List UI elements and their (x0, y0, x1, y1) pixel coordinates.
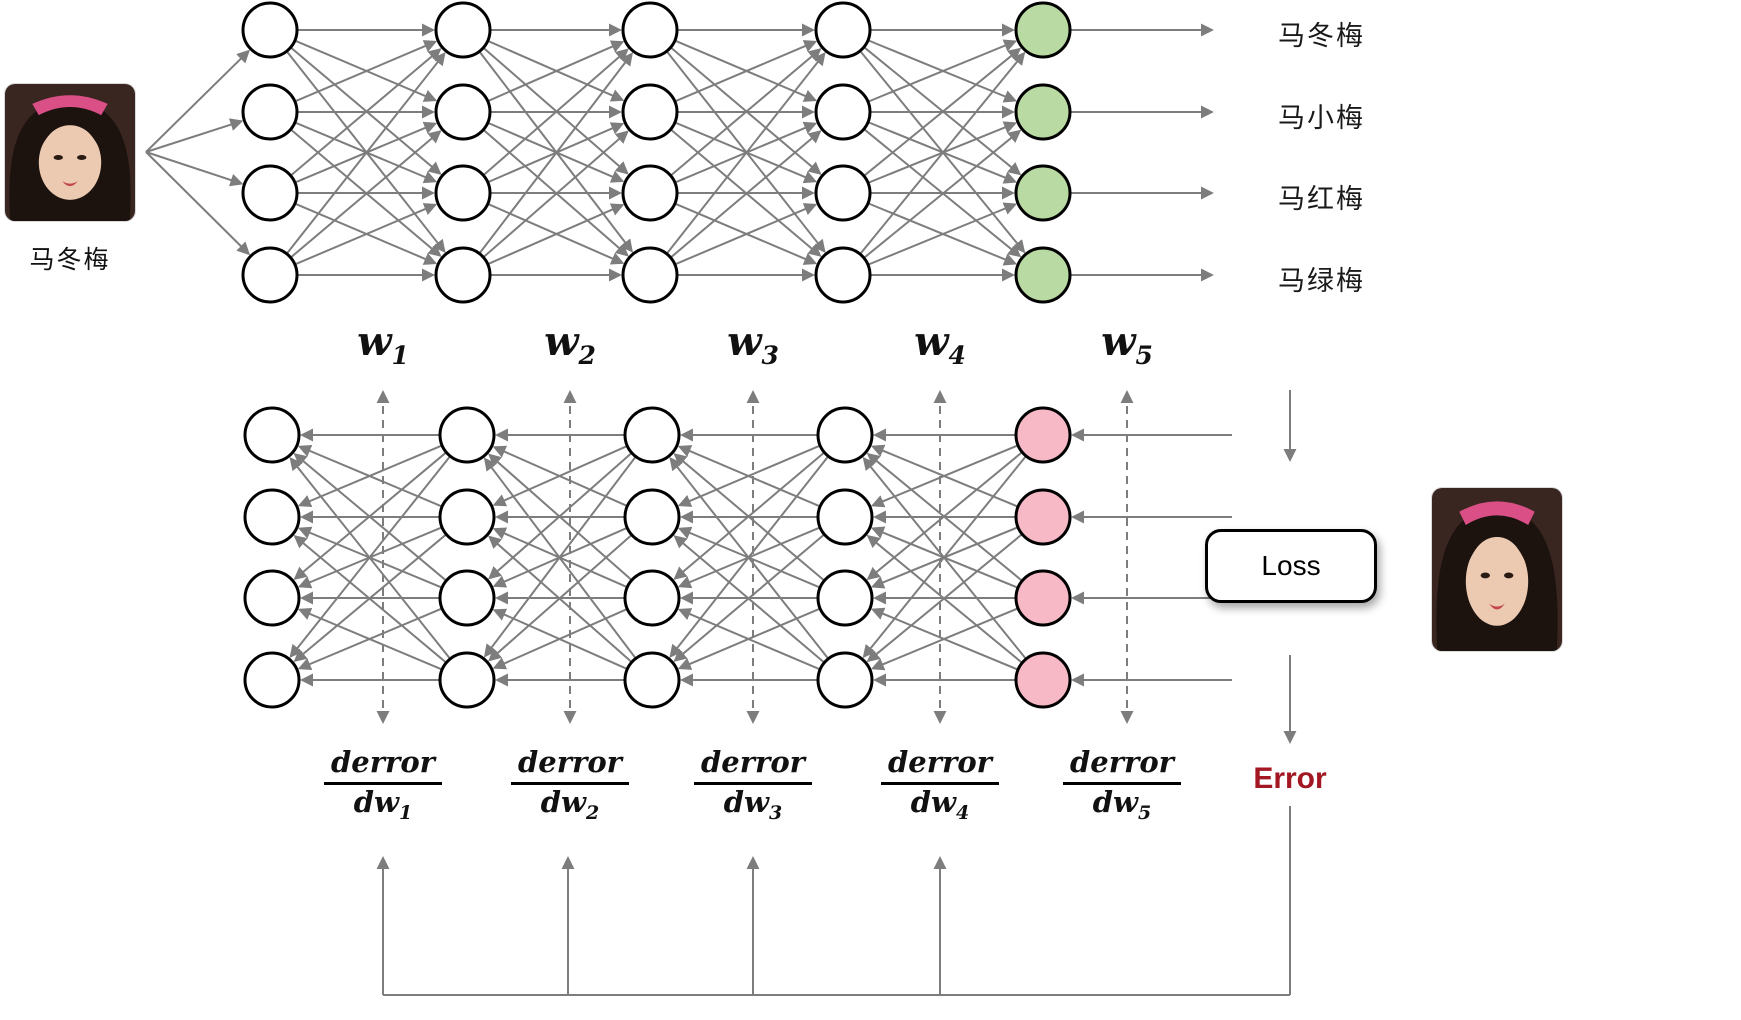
target-portrait-image (1432, 488, 1562, 651)
loss-label: Loss (1261, 550, 1321, 581)
derivative-numerator: derror (324, 746, 442, 785)
weight-label-1: w1 (357, 318, 409, 370)
derivative-label-3: derror dw3 (683, 746, 823, 824)
input-caption: 马冬梅 (29, 246, 111, 274)
weight-label-2: w2 (544, 318, 596, 370)
bottom-network-nodes (243, 406, 1072, 709)
top-network-edges (145, 23, 1214, 282)
output-label-2: 马小梅 (1278, 103, 1365, 133)
derivative-label-1: derror dw1 (313, 746, 453, 824)
derivative-denominator: dw5 (1092, 784, 1152, 824)
loss-box: Loss (1205, 529, 1377, 603)
derivative-denominator: dw4 (910, 784, 970, 824)
derivative-numerator: derror (694, 746, 812, 785)
error-label: Error (1253, 762, 1327, 795)
face-icon (1432, 488, 1562, 651)
derivative-denominator: dw3 (723, 784, 783, 824)
output-label-1: 马冬梅 (1278, 21, 1365, 51)
derivative-numerator: derror (511, 746, 629, 785)
derivative-numerator: derror (1063, 746, 1181, 785)
derivative-label-2: derror dw2 (500, 746, 640, 824)
top-network-nodes (241, 1, 1072, 304)
output-label-3: 马红梅 (1278, 184, 1365, 214)
derivative-denominator: dw1 (353, 784, 413, 824)
bottom-network-edges (289, 428, 1232, 687)
derivative-label-5: derror dw5 (1052, 746, 1192, 824)
weight-label-5: w5 (1101, 318, 1153, 370)
weight-label-3: w3 (727, 318, 779, 370)
feedback-path (376, 806, 1291, 996)
output-label-4: 马绿梅 (1278, 266, 1365, 296)
weight-label-4: w4 (914, 318, 966, 370)
derivative-label-4: derror dw4 (870, 746, 1010, 824)
face-icon (5, 84, 135, 221)
input-portrait-image (5, 84, 135, 221)
derivative-numerator: derror (881, 746, 999, 785)
derivative-denominator: dw2 (540, 784, 600, 824)
